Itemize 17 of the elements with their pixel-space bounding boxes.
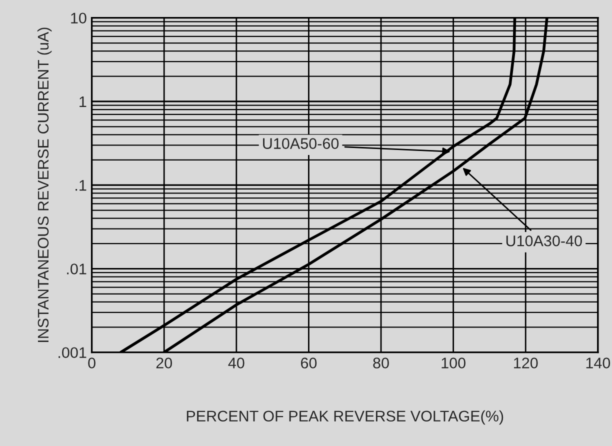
y-tick-label: .01	[67, 264, 86, 274]
annotation: U10A50-60	[263, 138, 339, 149]
x-axis-title: PERCENT OF PEAK REVERSE VOLTAGE(%)	[186, 410, 504, 425]
x-tick-label: 120	[514, 358, 538, 368]
x-tick-label: 0	[88, 358, 96, 368]
y-tick-label: 10	[71, 12, 86, 24]
x-tick-label: 100	[442, 358, 466, 368]
annotation: U10A30-40	[506, 235, 582, 246]
x-tick-label: 20	[156, 358, 172, 368]
x-tick-label: 40	[228, 358, 244, 368]
x-tick-label: 140	[586, 358, 610, 368]
x-tick-label: 60	[300, 358, 317, 368]
y-tick-label: 1	[80, 96, 86, 107]
x-tick-label: 80	[373, 358, 389, 368]
y-tick-label: .1	[76, 180, 86, 191]
y-tick-label: .001	[58, 347, 86, 358]
y-axis-title: INSTANTANEOUS REVERSE CURRENT (uA)	[37, 28, 52, 342]
